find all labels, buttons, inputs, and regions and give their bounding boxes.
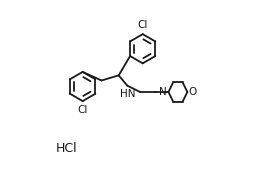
- Text: N: N: [159, 87, 167, 97]
- Text: HN: HN: [120, 89, 135, 99]
- Text: Cl: Cl: [77, 105, 88, 115]
- Text: HCl: HCl: [56, 142, 78, 155]
- Text: O: O: [189, 87, 197, 97]
- Text: Cl: Cl: [137, 20, 148, 30]
